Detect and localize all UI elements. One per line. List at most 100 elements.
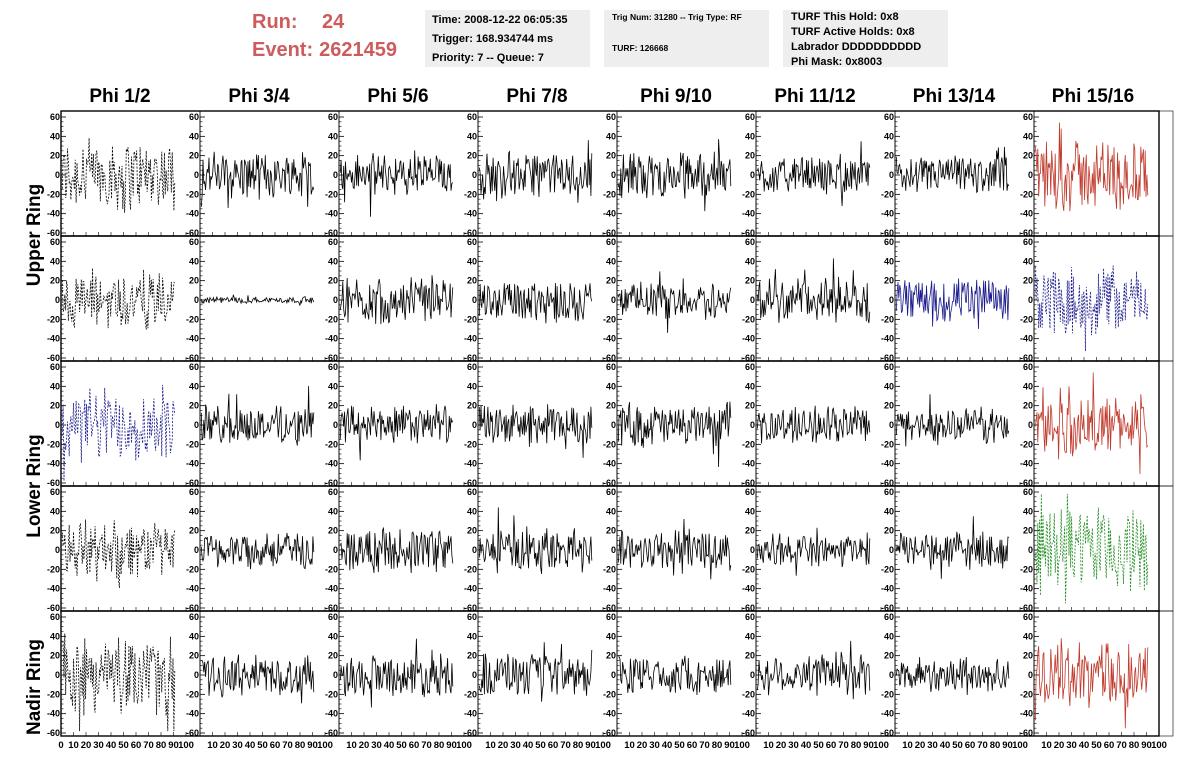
y-tick-label: -40: [186, 459, 199, 469]
y-tick-label: -20: [1020, 189, 1033, 199]
y-tick-label: -20: [1020, 689, 1033, 699]
x-tick-label: 30: [788, 740, 799, 751]
y-tick-label: -60: [881, 353, 894, 363]
y-tick-label: 20: [745, 401, 755, 411]
run-event-box: Run: 24 Event: 2621459: [252, 8, 417, 68]
y-tick-label: -40: [603, 709, 616, 719]
y-tick-label: -20: [325, 689, 338, 699]
x-tick-label: 50: [674, 740, 685, 751]
y-tick-label: 40: [328, 506, 338, 516]
y-tick-label: -20: [881, 314, 894, 324]
y-tick-label: 60: [467, 112, 477, 122]
y-tick-label: -20: [742, 564, 755, 574]
y-tick-label: 20: [328, 526, 338, 536]
x-tick-label: 50: [257, 740, 268, 751]
y-tick-label: -60: [1020, 478, 1033, 488]
y-tick-label: -20: [464, 189, 477, 199]
y-tick-label: -60: [881, 228, 894, 238]
y-tick-label: 40: [467, 131, 477, 141]
y-tick-label: -40: [464, 709, 477, 719]
y-tick-label: 40: [884, 631, 894, 641]
turf-hold-text: TURF This Hold: 0x8: [791, 11, 899, 23]
x-tick-label: 30: [232, 740, 243, 751]
y-tick-label: 40: [328, 381, 338, 391]
x-tick-label: 70: [560, 740, 571, 751]
y-tick-label: -20: [742, 314, 755, 324]
x-tick-label: 40: [523, 740, 534, 751]
y-tick-label: 0: [333, 420, 338, 430]
x-tick-label: 70: [838, 740, 849, 751]
y-tick-label: 0: [750, 670, 755, 680]
waveform-r2-c2: [339, 404, 454, 461]
y-tick-label: 0: [889, 170, 894, 180]
y-tick-label: -20: [603, 564, 616, 574]
y-tick-label: -20: [47, 189, 60, 199]
y-tick-label: 60: [1023, 487, 1033, 497]
time-info-box: Time: 2008-12-22 06:05:35 Trigger: 168.9…: [425, 10, 590, 67]
x-tick-label: 80: [990, 740, 1001, 751]
y-tick-label: -60: [603, 728, 616, 738]
x-tick-label: 80: [573, 740, 584, 751]
y-tick-label: -60: [186, 603, 199, 613]
y-tick-label: 20: [467, 151, 477, 161]
y-tick-label: -60: [1020, 353, 1033, 363]
x-tick-label: 50: [535, 740, 546, 751]
waveform-r1-c6: [895, 278, 1010, 330]
x-tick-label: 80: [1129, 740, 1140, 751]
y-tick-label: 20: [606, 526, 616, 536]
run-value: 24: [322, 11, 345, 33]
y-tick-label: 20: [50, 151, 60, 161]
x-tick-label: 80: [712, 740, 723, 751]
y-tick-label: -40: [1020, 709, 1033, 719]
y-tick-label: -40: [742, 709, 755, 719]
y-tick-label: -60: [186, 728, 199, 738]
x-tick-label: 100: [1012, 740, 1028, 751]
y-tick-label: -40: [464, 209, 477, 219]
panel-frame: [894, 110, 1035, 237]
y-tick-label: -20: [603, 439, 616, 449]
y-tick-label: -60: [464, 478, 477, 488]
col-header-2: Phi 3/4: [228, 86, 290, 107]
y-tick-label: 0: [750, 420, 755, 430]
y-tick-label: -20: [1020, 314, 1033, 324]
y-tick-label: 0: [194, 670, 199, 680]
y-tick-label: -40: [464, 584, 477, 594]
turf-info-box: TURF This Hold: 0x8 TURF Active Holds: 0…: [783, 10, 948, 68]
x-tick-label: 20: [915, 740, 926, 751]
y-tick-label: -20: [325, 564, 338, 574]
y-tick-label: 40: [1023, 131, 1033, 141]
y-tick-label: -20: [186, 439, 199, 449]
waveform-r4-c2: [339, 638, 454, 708]
y-tick-label: 0: [194, 420, 199, 430]
waveform-r4-c1: [201, 654, 315, 704]
y-tick-label: -20: [325, 314, 338, 324]
y-tick-label: -40: [325, 584, 338, 594]
x-tick-label: 100: [456, 740, 472, 751]
y-tick-label: -40: [742, 209, 755, 219]
col-header-1: Phi 1/2: [89, 86, 151, 107]
y-tick-label: 20: [189, 276, 199, 286]
y-tick-label: 60: [606, 112, 616, 122]
x-tick-label: 80: [851, 740, 862, 751]
y-tick-label: 40: [328, 131, 338, 141]
y-tick-label: 20: [328, 276, 338, 286]
x-tick-label: 80: [434, 740, 445, 751]
y-tick-label: -60: [186, 228, 199, 238]
x-tick-label: 40: [245, 740, 256, 751]
y-tick-label: 60: [745, 487, 755, 497]
y-tick-label: 20: [50, 401, 60, 411]
y-tick-label: 40: [745, 131, 755, 141]
y-tick-label: 0: [55, 170, 60, 180]
x-tick-label: 60: [965, 740, 976, 751]
y-tick-label: 60: [1023, 362, 1033, 372]
y-tick-label: 20: [328, 151, 338, 161]
y-tick-label: 0: [55, 670, 60, 680]
y-tick-label: -20: [742, 189, 755, 199]
y-tick-label: -40: [186, 334, 199, 344]
y-tick-label: 60: [606, 612, 616, 622]
y-tick-label: -20: [186, 564, 199, 574]
y-tick-label: -20: [742, 439, 755, 449]
y-tick-label: 60: [884, 362, 894, 372]
y-tick-label: -40: [47, 709, 60, 719]
waveform-r4-c0: [62, 633, 176, 732]
